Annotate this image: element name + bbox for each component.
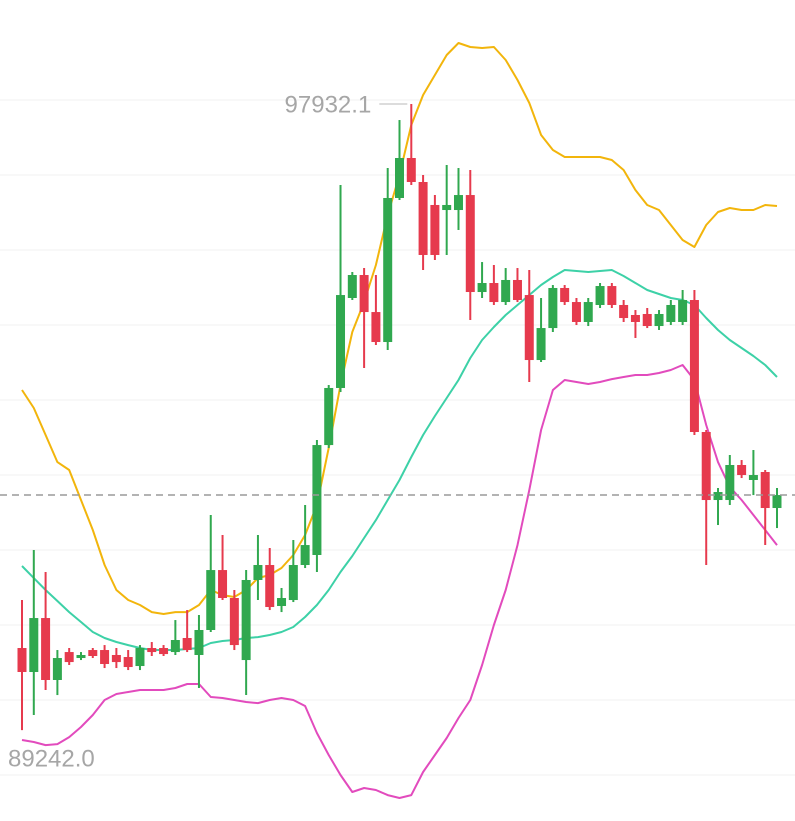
candle-body — [347, 275, 357, 298]
candle-body — [619, 304, 629, 319]
candle-body — [713, 492, 723, 501]
candle-body — [642, 313, 652, 327]
candle-body — [324, 387, 334, 446]
candle-body — [194, 629, 204, 655]
candle-body — [442, 204, 452, 211]
candle-body — [430, 204, 440, 255]
candle-body — [583, 302, 593, 322]
candle-body — [359, 275, 369, 313]
band-line — [21, 364, 778, 799]
candle-body — [29, 618, 39, 673]
candle-body — [371, 312, 381, 343]
candle-body — [571, 302, 581, 322]
candle-body — [17, 648, 27, 673]
candle-body — [560, 287, 570, 303]
candle-body — [383, 197, 393, 343]
candle-body — [465, 195, 475, 293]
candle-body — [41, 618, 51, 680]
low-label: 89242.0 — [8, 745, 95, 772]
candle-body — [595, 286, 605, 305]
candle-body — [666, 304, 676, 322]
candle-body — [135, 648, 145, 667]
candle-body — [206, 570, 216, 630]
candle-body — [678, 300, 688, 322]
candle-body — [536, 328, 546, 361]
candle-body — [253, 565, 263, 580]
candle-body — [453, 195, 463, 211]
candle-body — [182, 637, 192, 651]
candle-body — [241, 579, 251, 661]
candle-body — [630, 314, 640, 322]
candle-body — [760, 471, 770, 509]
candle-body — [607, 286, 617, 305]
candle-body — [111, 654, 121, 663]
candle-body — [524, 295, 534, 361]
high-label: 97932.1 — [285, 91, 372, 118]
candle-body — [689, 300, 699, 433]
candle-body — [76, 654, 86, 659]
candle-body — [489, 283, 499, 303]
candle-body — [52, 658, 62, 680]
band-line — [21, 269, 778, 651]
candle-body — [548, 287, 558, 329]
candle-body — [725, 465, 735, 501]
candle-body — [336, 295, 346, 388]
candle-body — [277, 598, 287, 607]
candle-body — [406, 158, 416, 182]
candle-body — [772, 495, 782, 509]
candle-body — [288, 565, 298, 601]
grid — [0, 99, 795, 776]
candle-body — [64, 652, 74, 663]
candle-body — [501, 279, 511, 303]
candle-body — [737, 465, 747, 476]
candle-body — [418, 181, 428, 255]
candle-body — [123, 657, 133, 668]
candle-body — [265, 565, 275, 608]
candle-body — [170, 640, 180, 653]
candle-body — [88, 650, 98, 657]
candle-body — [100, 650, 110, 665]
candle-body — [395, 158, 404, 198]
candle-body — [701, 432, 711, 501]
candle-body — [147, 648, 157, 653]
candle-body — [229, 598, 239, 646]
candle-body — [218, 570, 228, 599]
candle-body — [654, 313, 664, 327]
candle-body — [748, 475, 758, 480]
candle-body — [159, 648, 169, 655]
candle-body — [300, 545, 310, 566]
candle-body — [477, 283, 487, 293]
candle-body — [512, 279, 522, 301]
candle-body — [312, 445, 322, 555]
